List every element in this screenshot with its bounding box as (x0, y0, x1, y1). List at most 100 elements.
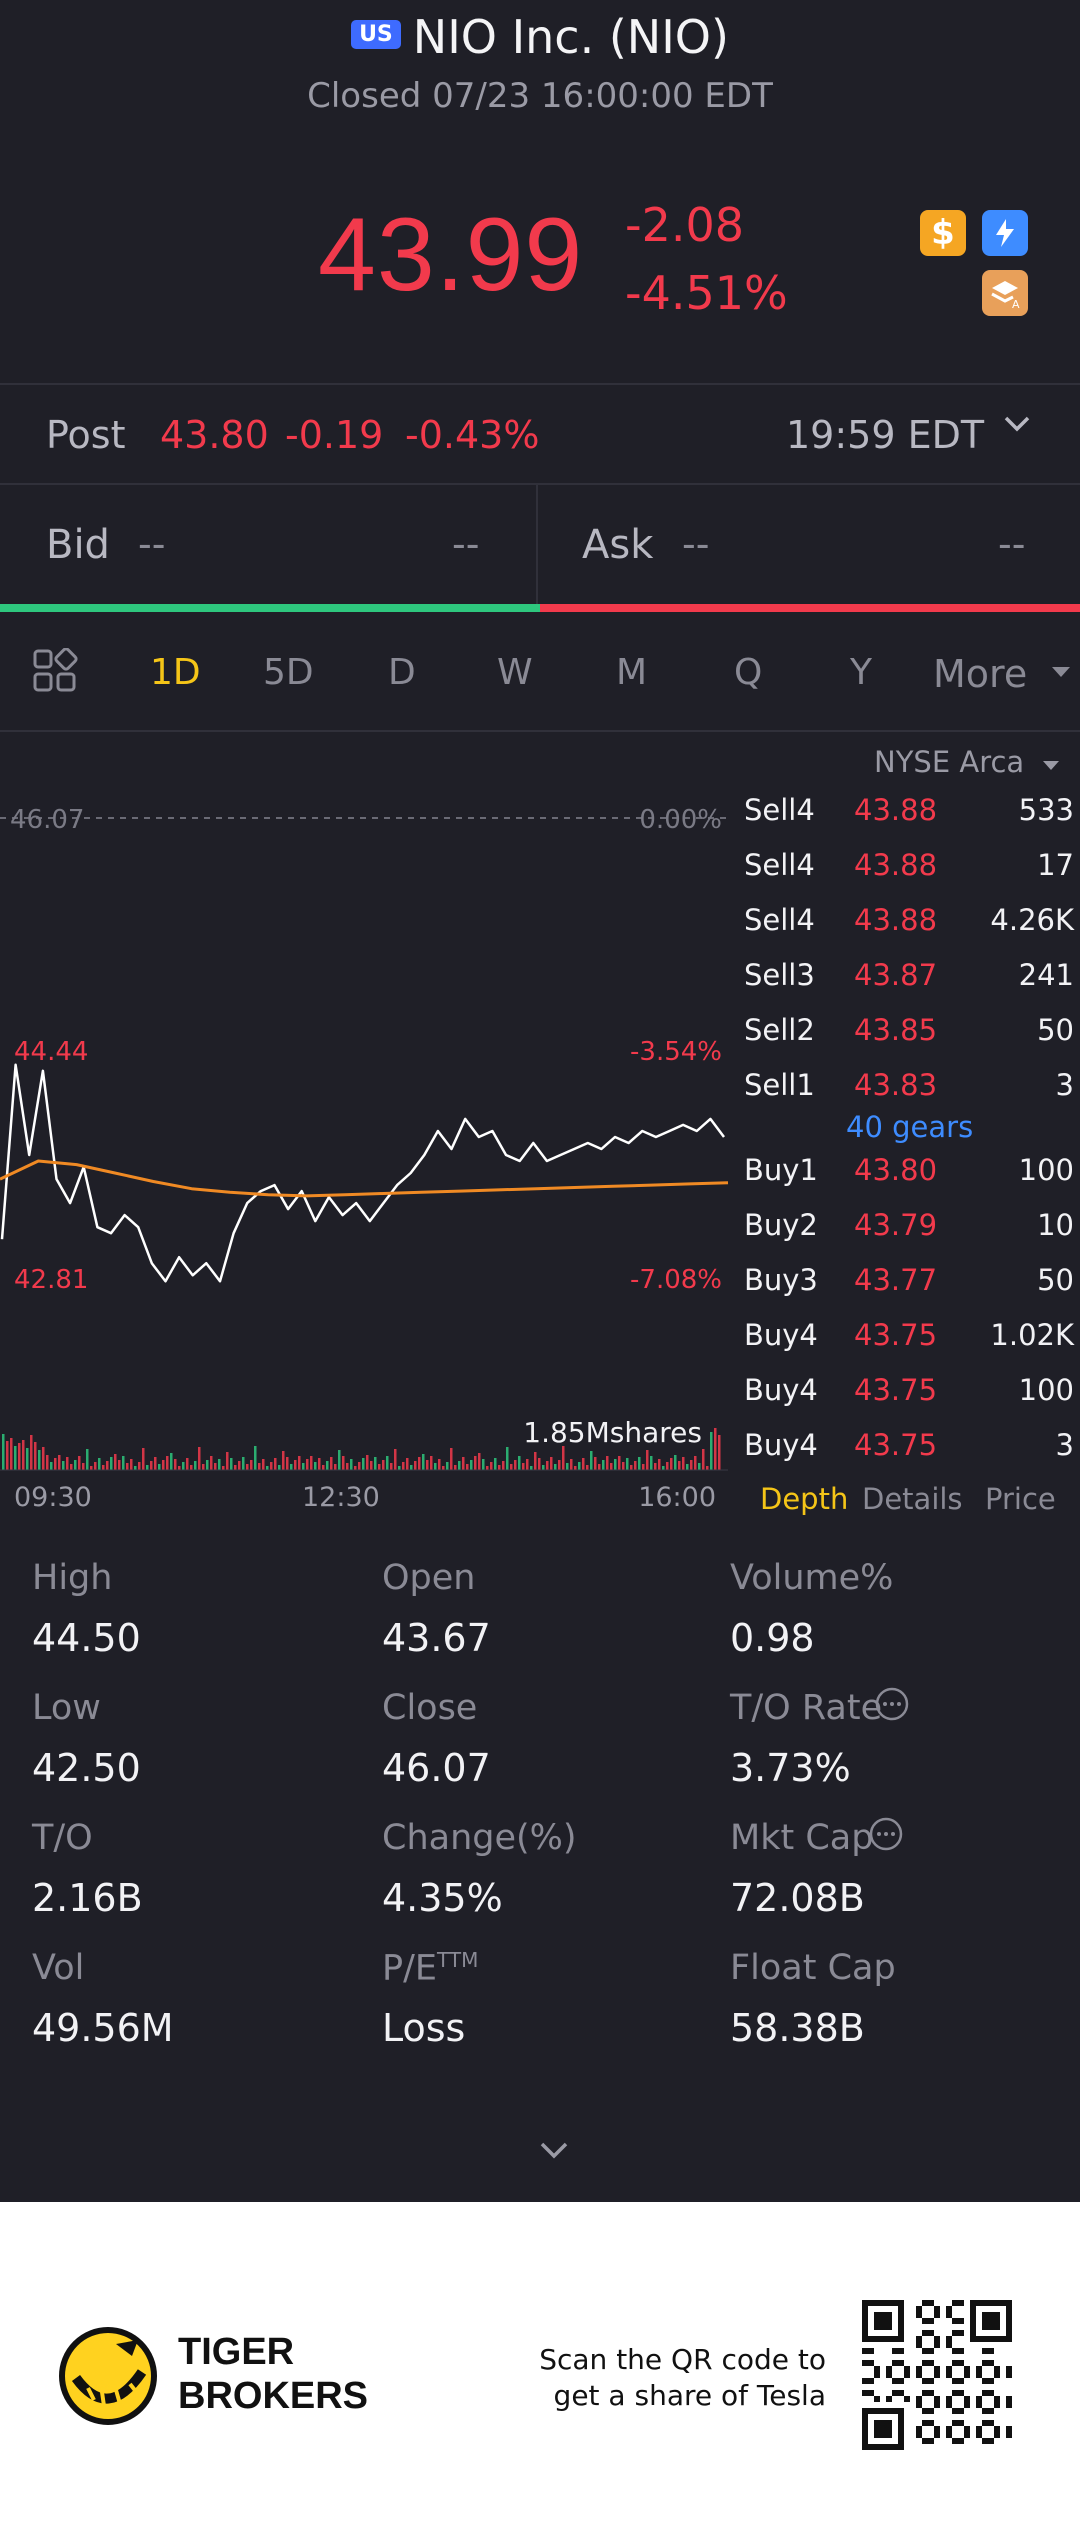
stat-label-text: Close (382, 1688, 478, 1728)
volume-bar (142, 1448, 145, 1470)
tab-price[interactable]: Price (985, 1482, 1056, 1516)
volume-bar (586, 1465, 589, 1470)
qr-module (916, 2426, 922, 2432)
expand-chevron-icon[interactable] (536, 2138, 572, 2166)
volume-bar (518, 1456, 521, 1470)
qr-module (958, 2438, 964, 2444)
stat-label: P/ETTM (382, 1948, 478, 1989)
qr-module (952, 2390, 958, 2396)
layers-icon[interactable]: A (982, 270, 1028, 316)
stat-label-text: High (32, 1558, 113, 1598)
volume-bar (190, 1465, 193, 1470)
buy-level-label: Buy3 (744, 1263, 818, 1297)
volume-bar (186, 1458, 189, 1470)
volume-bar (686, 1464, 689, 1470)
qr-code[interactable] (862, 2300, 1012, 2450)
tab-details[interactable]: Details (862, 1482, 963, 1516)
qr-module (946, 2396, 952, 2402)
gears-selector[interactable]: 40 gears (846, 1110, 974, 1144)
volume-bar (386, 1456, 389, 1470)
qr-module (946, 2366, 952, 2372)
buy-level-label: Buy4 (744, 1318, 818, 1352)
qr-module (958, 2360, 964, 2366)
volume-bar (42, 1447, 45, 1470)
qr-module (952, 2378, 958, 2384)
qr-module (928, 2360, 934, 2366)
flash-icon[interactable] (982, 210, 1028, 256)
qr-module (946, 2402, 952, 2408)
stat-label: Volume% (730, 1558, 893, 1598)
buy-level-size: 100 (1018, 1153, 1074, 1187)
to-rate-info-icon[interactable] (874, 1686, 910, 1726)
stat-label-text: P/E (382, 1948, 438, 1989)
qr-module (958, 2348, 964, 2354)
qr-module (982, 2408, 988, 2414)
volume-bar (718, 1435, 721, 1470)
volume-bar (310, 1456, 313, 1470)
sell-level-price: 43.88 (854, 903, 938, 937)
volume-bar (642, 1464, 645, 1470)
bid-box: Bid -- -- (0, 490, 536, 598)
volume-bar (462, 1457, 465, 1470)
qr-module (994, 2432, 1000, 2438)
qr-module (916, 2306, 922, 2312)
sell-row: Sell4 43.88 17 (744, 848, 1080, 903)
buy-level-size: 3 (1055, 1428, 1074, 1462)
volume-bar (70, 1464, 73, 1470)
qr-module (922, 2330, 928, 2336)
qr-module (988, 2390, 994, 2396)
tab-more[interactable]: More (933, 652, 1028, 696)
volume-bar (254, 1446, 257, 1470)
qr-module (916, 2402, 922, 2408)
dividend-icon[interactable]: $ (920, 210, 966, 256)
mkt-cap-info-icon[interactable] (868, 1816, 904, 1856)
tab-5d[interactable]: 5D (263, 652, 314, 693)
qr-module (946, 2432, 952, 2438)
volume-bar (398, 1466, 401, 1470)
tab-day[interactable]: D (388, 652, 416, 693)
tab-quarter[interactable]: Q (734, 652, 763, 693)
sell-row: Sell4 43.88 4.26K (744, 903, 1080, 958)
qr-module (922, 2318, 928, 2324)
volume-bar (566, 1463, 569, 1470)
tab-1d[interactable]: 1D (150, 652, 201, 693)
sell-level-price: 43.85 (854, 1013, 938, 1047)
volume-label: 1.85Mshares (523, 1416, 702, 1449)
volume-bar (126, 1463, 129, 1470)
qr-module (916, 2366, 922, 2372)
post-time: 19:59 EDT (786, 413, 985, 457)
volume-bar (50, 1462, 53, 1470)
qr-module (958, 2300, 964, 2306)
qr-module (916, 2432, 922, 2438)
sell-row: Sell4 43.88 533 (744, 793, 1080, 848)
tab-month[interactable]: M (616, 652, 648, 693)
qr-module (934, 2336, 940, 2342)
volume-bar (474, 1456, 477, 1470)
stat-label: Close (382, 1688, 477, 1728)
qr-module (904, 2366, 910, 2372)
caret-down-icon[interactable] (1050, 664, 1072, 684)
volume-bar (650, 1456, 653, 1470)
tab-year[interactable]: Y (850, 652, 872, 693)
volume-bar (294, 1460, 297, 1470)
volume-bar (378, 1464, 381, 1470)
qr-module (964, 2372, 970, 2378)
post-market-row[interactable]: Post 43.80 -0.19 -0.43% 19:59 EDT (0, 385, 1080, 485)
qr-module (916, 2342, 922, 2348)
buy-level-size: 10 (1037, 1208, 1074, 1242)
stat-value: 46.07 (382, 1746, 491, 1790)
qr-module (976, 2426, 982, 2432)
tab-week[interactable]: W (497, 652, 533, 693)
qr-module (982, 2390, 988, 2396)
exchange-selector[interactable]: NYSE Arca (874, 745, 1061, 779)
chevron-down-icon[interactable] (1000, 407, 1034, 445)
volume-bar (458, 1461, 461, 1470)
stat-label: Float Cap (730, 1948, 896, 1988)
qr-module (982, 2438, 988, 2444)
volume-bar (486, 1466, 489, 1470)
volume-bar (262, 1459, 265, 1470)
volume-bar (658, 1459, 661, 1470)
tab-depth[interactable]: Depth (760, 1482, 849, 1516)
intraday-chart[interactable]: 46.07 0.00% 44.44 -3.54% 42.81 -7.08% 1.85Msha… (0, 732, 740, 1532)
grid-icon[interactable] (32, 647, 78, 698)
